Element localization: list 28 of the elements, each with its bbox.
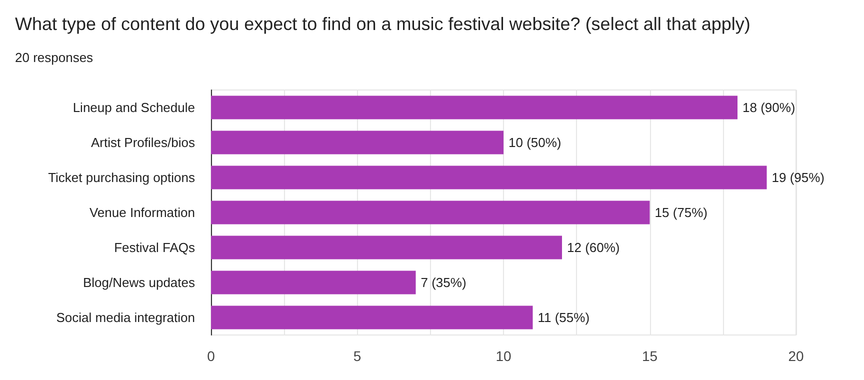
data-label: 7 (35%) [420,275,466,290]
x-tick-label: 5 [353,348,362,364]
x-tick-label: 0 [207,348,216,364]
bar [211,236,562,260]
data-label: 19 (95%) [772,170,824,185]
x-tick-label: 15 [642,348,658,364]
data-label: 12 (60%) [567,240,620,255]
text: 20 responses [15,50,94,65]
data-label: 15 (75%) [654,205,708,220]
bar [211,166,767,190]
data-label: 18 (90%) [742,100,796,115]
bar [211,130,504,154]
bar [211,270,416,294]
bar [211,96,738,120]
y-tick-label: Social media integration [56,310,195,325]
y-tick-label: Lineup and Schedule [72,100,195,115]
chart-title: What type of content do you expect to find on a music festival website? (select all that apply) [15,14,750,34]
y-tick-label: Festival FAQs [114,240,196,255]
data-label: 11 (55%) [538,310,590,325]
data-label: 10 (50%) [508,135,562,150]
y-tick-label: Ticket purchasing options [48,170,196,185]
x-tick-label: 10 [496,348,512,364]
x-tick-label: 20 [788,348,804,364]
bar [211,306,533,330]
y-tick-label: Blog/News updates [82,275,196,290]
y-tick-label: Venue Information [89,205,195,220]
bar [211,200,650,224]
y-tick-label: Artist Profiles/bios [90,135,196,150]
